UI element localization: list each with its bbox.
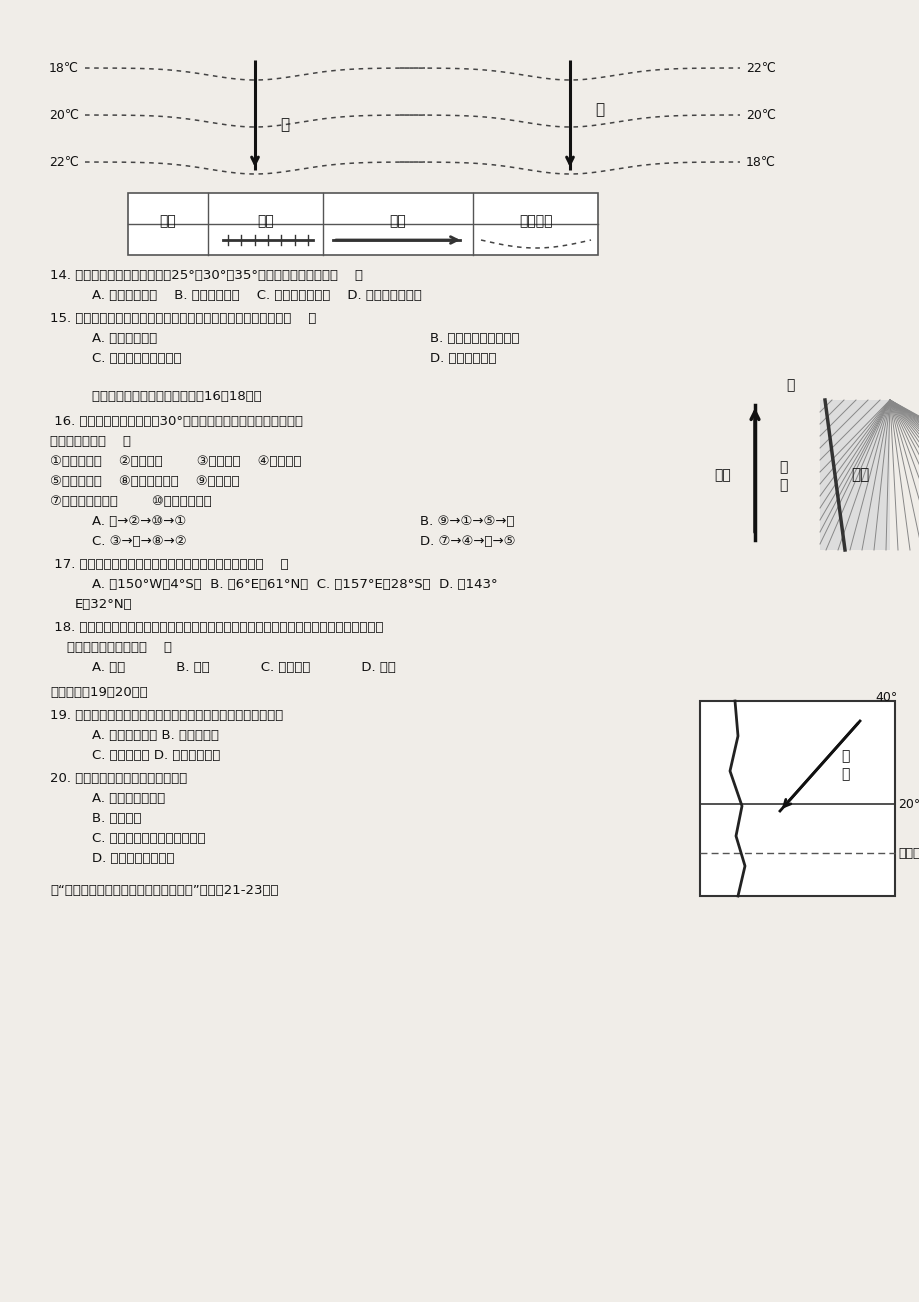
Text: B. 为密度流: B. 为密度流 bbox=[75, 812, 142, 825]
Text: 14. 如果图中三条纬线分别表示25°、30°、35°，下列叙述正确的是（    ）: 14. 如果图中三条纬线分别表示25°、30°、35°，下列叙述正确的是（ ） bbox=[50, 270, 363, 283]
Text: 读某沿海地区洋流示意图，回等16～18题。: 读某沿海地区洋流示意图，回等16～18题。 bbox=[75, 391, 262, 404]
Text: A. 南美洲西海岸 B. 亚洲东海岸: A. 南美洲西海岸 B. 亚洲东海岸 bbox=[75, 729, 219, 742]
Bar bbox=[819, 400, 889, 549]
Bar bbox=[128, 193, 597, 255]
Text: 读图，完戕19～20题。: 读图，完戕19～20题。 bbox=[50, 686, 148, 699]
Text: 洋: 洋 bbox=[778, 460, 787, 474]
Text: A. 甲位于南半球    B. 乙位于南半球    C. 甲图洋流为暖流    D. 乙图洋流为寒流: A. 甲位于南半球 B. 乙位于南半球 C. 甲图洋流为暖流 D. 乙图洋流为寒… bbox=[75, 289, 422, 302]
Text: D. 乙为巴西暖流: D. 乙为巴西暖流 bbox=[429, 352, 496, 365]
Text: A. 甲→②→⑩→①: A. 甲→②→⑩→① bbox=[75, 516, 186, 529]
Text: 大洋环流的是（    ）: 大洋环流的是（ ） bbox=[50, 435, 130, 448]
Text: C. 甲为加利福尼亚寒流: C. 甲为加利福尼亚寒流 bbox=[75, 352, 181, 365]
Text: 18℃: 18℃ bbox=[49, 61, 79, 74]
Text: 20°: 20° bbox=[897, 798, 919, 811]
Text: C. 加剧了沿屙地区的湿热程度: C. 加剧了沿屙地区的湿热程度 bbox=[75, 832, 206, 845]
Text: B. 乙为西澳大利亚寒流: B. 乙为西澳大利亚寒流 bbox=[429, 332, 519, 345]
Text: 甲: 甲 bbox=[280, 117, 289, 133]
Text: C. ③→甲→⑧→②: C. ③→甲→⑧→② bbox=[75, 535, 187, 548]
Text: 读“北印度洋水平及垂直方向洋流示意图”，完戕21-23题。: 读“北印度洋水平及垂直方向洋流示意图”，完戕21-23题。 bbox=[50, 884, 278, 897]
Text: 甲: 甲 bbox=[785, 378, 793, 392]
Text: 20℃: 20℃ bbox=[745, 108, 775, 121]
Text: D. ⑦→④→甲→⑤: D. ⑦→④→甲→⑤ bbox=[420, 535, 515, 548]
Text: 22℃: 22℃ bbox=[50, 155, 79, 168]
Text: 纬线: 纬线 bbox=[257, 214, 274, 228]
Text: 18. 若图中的海洋是太平洋，当甲洋流远离海岁且沿岁的水温异常升高时，受其影响可能出: 18. 若图中的海洋是太平洋，当甲洋流远离海岁且沿岁的水温异常升高时，受其影响可… bbox=[50, 621, 383, 634]
Text: 海洋: 海洋 bbox=[714, 467, 731, 482]
Text: 40°: 40° bbox=[874, 691, 896, 704]
Text: D. 形成了世界大渔场: D. 形成了世界大渔场 bbox=[75, 852, 175, 865]
Text: 流: 流 bbox=[840, 767, 848, 781]
Text: A. 智利            B. 美国            C. 澳大利亚            D. 英国: A. 智利 B. 美国 C. 澳大利亚 D. 英国 bbox=[75, 661, 395, 674]
Text: 乙: 乙 bbox=[595, 103, 604, 117]
Text: 洋: 洋 bbox=[840, 749, 848, 763]
Text: 22℃: 22℃ bbox=[745, 61, 775, 74]
Text: 19. 在图中洋流处放一漂流瓶，最有可能先发现漂流瓶的地区是: 19. 在图中洋流处放一漂流瓶，最有可能先发现漂流瓶的地区是 bbox=[50, 710, 283, 723]
Text: B. ⑨→①→⑤→甲: B. ⑨→①→⑤→甲 bbox=[420, 516, 514, 529]
Text: A. 甲为秘鲁寒流: A. 甲为秘鲁寒流 bbox=[75, 332, 157, 345]
Text: 15. 如果甲、乙两图都位于太平洋，判断甲、乙两图的洋流名称（    ）: 15. 如果甲、乙两图都位于太平洋，判断甲、乙两图的洋流名称（ ） bbox=[50, 312, 316, 326]
Text: 17. 若甲洋流的性质属于暖流，则甲洋流的地理位置在（    ）: 17. 若甲洋流的性质属于暖流，则甲洋流的地理位置在（ ） bbox=[50, 559, 289, 572]
Text: 洋流: 洋流 bbox=[390, 214, 406, 228]
Text: 流: 流 bbox=[778, 478, 787, 492]
Text: 现严重旱灾的地区是（    ）: 现严重旱灾的地区是（ ） bbox=[50, 641, 172, 654]
Text: A. （150°W；4°S）  B. （6°E；61°N）  C. （157°E；28°S）  D. （143°: A. （150°W；4°S） B. （6°E；61°N） C. （157°E；2… bbox=[75, 578, 497, 591]
Text: ⑦东澳大利亚暖流        ⑩北太平洋暖流: ⑦东澳大利亚暖流 ⑩北太平洋暖流 bbox=[50, 495, 211, 508]
Text: A. 增加了雾的发生: A. 增加了雾的发生 bbox=[75, 792, 165, 805]
Text: 等水温线: 等水温线 bbox=[518, 214, 552, 228]
Text: 20℃: 20℃ bbox=[49, 108, 79, 121]
Text: E；32°N）: E；32°N） bbox=[75, 598, 132, 611]
Text: 16. 若甲洋流所处的纬度是30°，下列洋流中能与甲洋流构成完整: 16. 若甲洋流所处的纬度是30°，下列洋流中能与甲洋流构成完整 bbox=[50, 415, 302, 428]
Text: ⑤南赤道暖流    ⑧阿拉斯加暖流    ⑨巴西暖流: ⑤南赤道暖流 ⑧阿拉斯加暖流 ⑨巴西暖流 bbox=[50, 475, 239, 488]
Text: 图例: 图例 bbox=[160, 214, 176, 228]
Text: ①本格拉寒流    ②千岛寒流        ③秘鲁寒流    ④西风漂流: ①本格拉寒流 ②千岛寒流 ③秘鲁寒流 ④西风漂流 bbox=[50, 454, 301, 467]
Text: 20. 关于图中洋流的叙述，正确的是: 20. 关于图中洋流的叙述，正确的是 bbox=[50, 772, 187, 785]
Bar bbox=[699, 700, 894, 896]
Text: C. 非洲西海岸 D. 北美洲西海岸: C. 非洲西海岸 D. 北美洲西海岸 bbox=[75, 749, 221, 762]
Text: 大陆: 大陆 bbox=[850, 467, 868, 483]
Text: 回归线: 回归线 bbox=[897, 846, 919, 859]
Text: 18℃: 18℃ bbox=[745, 155, 775, 168]
